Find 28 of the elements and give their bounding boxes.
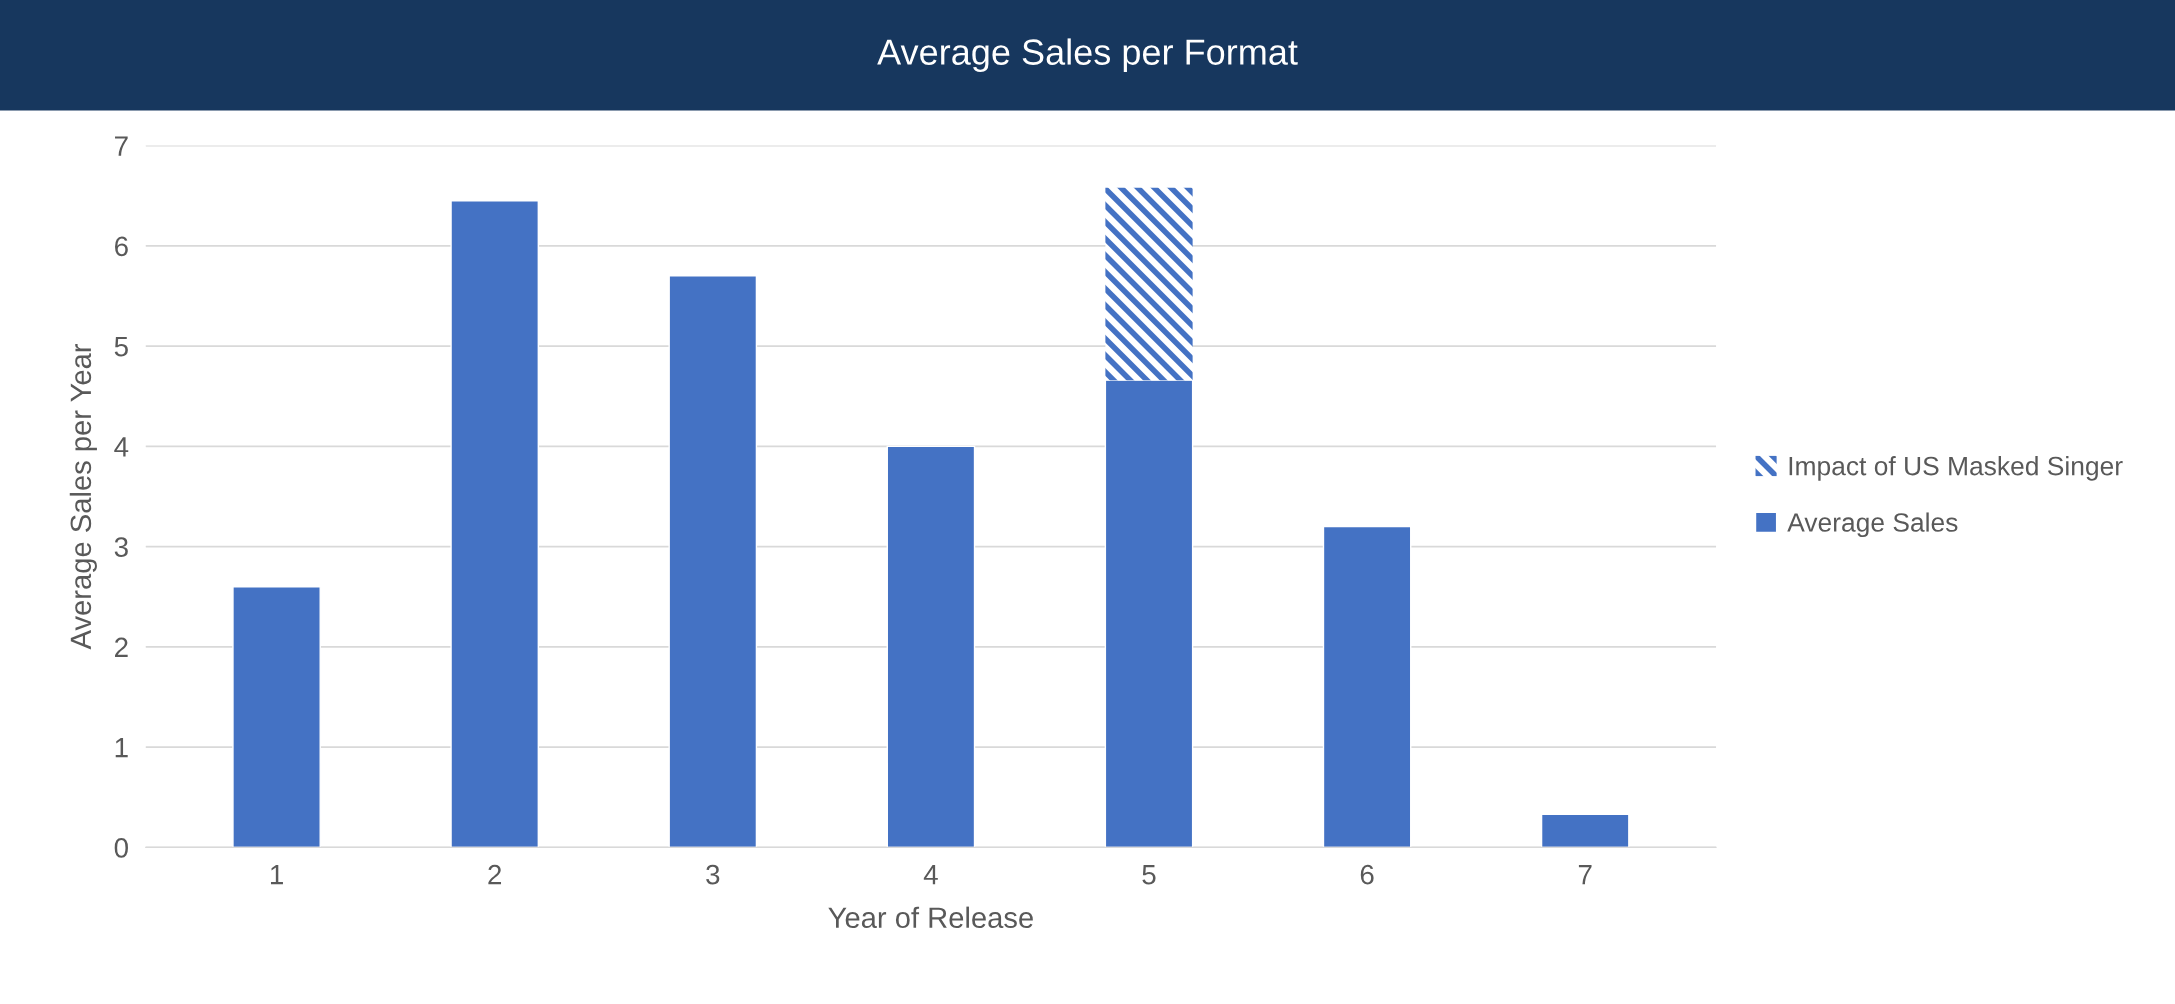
x-tick-label: 1 — [270, 865, 283, 885]
x-axis-title: Year of Release — [828, 906, 1033, 929]
y-tick-label: 5 — [114, 337, 128, 357]
y-tick-label: 6 — [115, 236, 128, 257]
y-tick-label: 0 — [114, 838, 128, 858]
bar — [1104, 379, 1194, 848]
bar — [1322, 525, 1412, 848]
bar — [1105, 187, 1193, 381]
y-tick-label: 4 — [114, 437, 129, 457]
x-tick-label: 7 — [1578, 865, 1592, 885]
bar — [232, 586, 321, 848]
legend-label: Average Sales — [1787, 512, 1958, 538]
y-tick-label: 7 — [115, 136, 128, 156]
chart-title: Average Sales per Format — [877, 38, 1298, 73]
x-tick-label: 4 — [923, 865, 938, 885]
x-tick-label: 6 — [1360, 864, 1374, 885]
x-tick-label: 2 — [488, 864, 502, 885]
bar — [450, 200, 540, 848]
x-tick-label: 3 — [706, 864, 720, 885]
y-tick-label: 3 — [114, 537, 128, 557]
x-tick-label: 5 — [1142, 865, 1156, 885]
bar — [1540, 813, 1630, 848]
bar — [668, 275, 758, 848]
y-tick-label: 2 — [115, 637, 128, 657]
bar — [886, 445, 976, 848]
legend-label: Impact of US Masked Singer — [1789, 456, 2123, 481]
y-axis-title: Average Sales per Year — [69, 343, 97, 650]
y-tick-label: 1 — [115, 738, 128, 758]
